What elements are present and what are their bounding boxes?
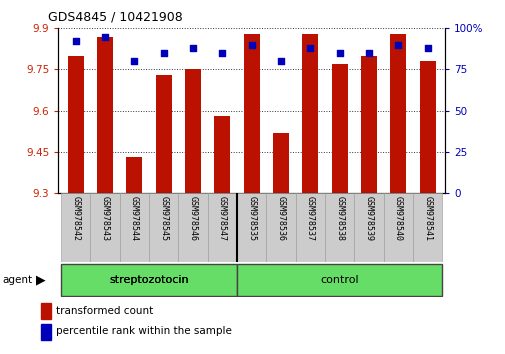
Bar [360, 56, 376, 193]
Point [189, 45, 197, 51]
Bar [237, 264, 441, 296]
Bar [149, 193, 178, 262]
Text: GSM978538: GSM978538 [334, 196, 343, 241]
Bar [185, 69, 201, 193]
Bar [237, 193, 266, 262]
Bar [295, 193, 324, 262]
Point [72, 39, 80, 44]
Bar [301, 34, 318, 193]
Point [160, 50, 168, 56]
Text: control: control [320, 275, 359, 285]
Bar [354, 193, 383, 262]
Text: GSM978539: GSM978539 [364, 196, 373, 241]
Bar [389, 34, 406, 193]
Text: GSM978537: GSM978537 [306, 196, 314, 241]
Bar [331, 64, 347, 193]
Text: GSM978540: GSM978540 [393, 196, 402, 241]
Bar [324, 193, 353, 262]
Point [218, 50, 226, 56]
Text: streptozotocin: streptozotocin [109, 275, 188, 285]
Point [306, 45, 314, 51]
Bar [97, 36, 113, 193]
Point [101, 34, 109, 39]
Bar [120, 193, 149, 262]
Bar [412, 193, 441, 262]
Bar [208, 193, 237, 262]
Point [393, 42, 401, 48]
Bar [68, 56, 84, 193]
Text: GSM978541: GSM978541 [422, 196, 431, 241]
Bar [156, 75, 172, 193]
Text: GSM978535: GSM978535 [247, 196, 256, 241]
Bar [383, 193, 412, 262]
Text: GSM978543: GSM978543 [100, 196, 110, 241]
Text: GSM978536: GSM978536 [276, 196, 285, 241]
Text: GSM978544: GSM978544 [130, 196, 139, 241]
Text: percentile rank within the sample: percentile rank within the sample [56, 326, 231, 336]
Point [276, 58, 284, 64]
Bar [419, 61, 435, 193]
Bar [266, 193, 295, 262]
Text: GSM978542: GSM978542 [71, 196, 80, 241]
Point [130, 58, 138, 64]
Bar [178, 193, 208, 262]
Bar [273, 133, 288, 193]
Point [423, 45, 431, 51]
Point [335, 50, 343, 56]
Bar [126, 157, 142, 193]
Bar [90, 193, 120, 262]
Text: transformed count: transformed count [56, 306, 153, 316]
Bar [243, 34, 259, 193]
Text: GDS4845 / 10421908: GDS4845 / 10421908 [48, 11, 182, 24]
Text: GSM978547: GSM978547 [218, 196, 226, 241]
Bar [214, 116, 230, 193]
Text: agent: agent [3, 275, 33, 285]
Bar [41, 303, 52, 319]
Text: ▶: ▶ [36, 273, 46, 286]
Text: GSM978546: GSM978546 [188, 196, 197, 241]
Text: GSM978545: GSM978545 [159, 196, 168, 241]
Bar [61, 264, 237, 296]
Text: streptozotocin: streptozotocin [109, 275, 188, 285]
Bar [41, 324, 52, 340]
Point [364, 50, 372, 56]
Bar [61, 193, 90, 262]
Point [247, 42, 256, 48]
